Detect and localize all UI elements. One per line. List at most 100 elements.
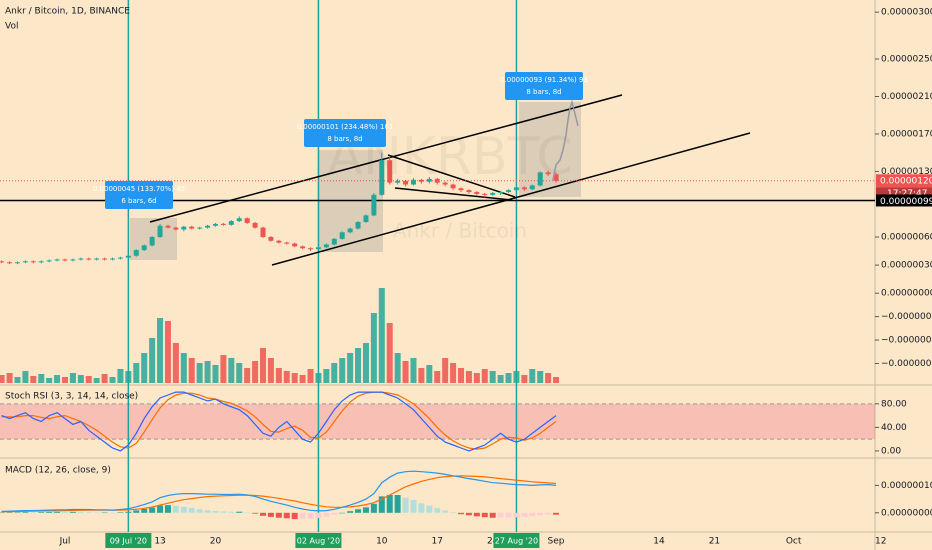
volume-bar bbox=[315, 373, 322, 383]
macd-histogram-bar bbox=[260, 512, 266, 516]
volume-bar bbox=[180, 353, 187, 383]
candle-body bbox=[30, 261, 36, 263]
volume-bar bbox=[537, 371, 544, 383]
volume-bar bbox=[505, 373, 512, 383]
candle-body bbox=[442, 182, 448, 185]
macd-histogram-bar bbox=[6, 512, 13, 513]
volume-bar bbox=[386, 323, 393, 383]
watermark-subtitle: Ankr / Bitcoin bbox=[393, 219, 527, 243]
macd-histogram-bar bbox=[307, 512, 314, 519]
volume-bar bbox=[157, 318, 164, 383]
volume-bar bbox=[244, 368, 251, 383]
y-tick-label: 0.00000060 bbox=[881, 232, 932, 242]
volume-bar bbox=[291, 373, 298, 383]
candle-body bbox=[308, 248, 314, 250]
macd-title: MACD (12, 26, close, 9) bbox=[5, 466, 111, 476]
macd-histogram-bar bbox=[22, 512, 29, 513]
projection bbox=[552, 99, 579, 181]
macd-histogram-bar bbox=[46, 511, 53, 513]
volume-bar bbox=[46, 378, 53, 383]
macd-histogram-bar bbox=[252, 512, 259, 514]
volume-bar bbox=[370, 313, 377, 383]
candle-body bbox=[434, 178, 440, 183]
volume-bar bbox=[69, 373, 76, 383]
candle-body bbox=[276, 240, 282, 243]
volume-bar bbox=[204, 361, 211, 383]
candle-body bbox=[212, 223, 218, 226]
macd-histogram-bar bbox=[204, 510, 211, 513]
stoch-d-line bbox=[1, 391, 557, 450]
x-tick-label: 24 bbox=[487, 537, 499, 547]
measure-bars: 8 bars, 8d bbox=[526, 88, 561, 96]
macd-histogram-bar bbox=[101, 512, 108, 514]
candle-body bbox=[450, 184, 456, 189]
candle-body bbox=[482, 193, 488, 195]
x-tick-label: Oct bbox=[786, 537, 802, 547]
macd-histogram-bar bbox=[117, 512, 124, 513]
candle-body bbox=[521, 187, 527, 190]
macd-histogram-bar bbox=[370, 503, 377, 513]
macd-histogram-bar bbox=[323, 512, 330, 517]
x-tick-label: 10 bbox=[376, 537, 388, 547]
macd-histogram-bar bbox=[362, 507, 369, 513]
macd-histogram-bar bbox=[125, 511, 132, 513]
stoch-title: Stoch RSI (3, 3, 14, 14, close) bbox=[5, 392, 138, 402]
measure-text: 0.00000093 (91.34%) 93 bbox=[500, 76, 588, 84]
macd-histogram-bar bbox=[299, 512, 306, 520]
volume-bar bbox=[283, 371, 290, 383]
macd-histogram-bar bbox=[450, 512, 457, 514]
x-tick-label: 21 bbox=[709, 537, 720, 547]
y-tick-label: 0.00000210 bbox=[881, 92, 932, 102]
volume-bar bbox=[394, 353, 401, 383]
macd-histogram-bar bbox=[434, 508, 441, 513]
macd-histogram-bar bbox=[30, 512, 37, 513]
x-marker-label: 02 Aug '20 bbox=[297, 537, 340, 546]
macd-histogram-bar bbox=[141, 508, 148, 513]
volume-bar bbox=[426, 365, 433, 383]
candle-body bbox=[228, 221, 234, 225]
y-tick-label: −0.00000050 bbox=[881, 336, 932, 346]
macd-histogram-bar bbox=[355, 509, 362, 513]
candle-body bbox=[149, 236, 155, 246]
macd-histogram-bar bbox=[394, 495, 401, 513]
x-tick-label: Jul bbox=[59, 537, 71, 547]
macd-histogram-bar bbox=[283, 512, 290, 519]
macd-histogram-bar bbox=[513, 512, 520, 518]
volume-bar bbox=[212, 365, 219, 383]
volume-bar bbox=[0, 375, 5, 383]
volume-bar bbox=[378, 288, 385, 383]
volume-bar bbox=[497, 375, 504, 383]
candle-body bbox=[141, 245, 147, 251]
candle-body bbox=[181, 226, 187, 230]
candle-body bbox=[339, 232, 345, 239]
measure-bars: 8 bars, 8d bbox=[327, 135, 362, 143]
macd-histogram-bar bbox=[275, 512, 282, 518]
volume-bar bbox=[465, 371, 472, 383]
volume-bar bbox=[188, 358, 195, 383]
macd-histogram-bar bbox=[85, 512, 92, 513]
volume-bar bbox=[38, 374, 45, 383]
x-tick-label: 14 bbox=[653, 537, 665, 547]
chart-title: Ankr / Bitcoin, 1D, BINANCE bbox=[5, 7, 130, 17]
volume-bar bbox=[109, 377, 116, 383]
trendline bbox=[271, 132, 751, 266]
candle-body bbox=[102, 258, 108, 260]
line-price-box bbox=[876, 194, 932, 207]
volume-bar bbox=[307, 369, 314, 383]
candle-body bbox=[0, 261, 5, 263]
volume-bar bbox=[529, 369, 536, 383]
volume-bar bbox=[14, 377, 21, 383]
stoch-k-line bbox=[1, 391, 557, 452]
volume-bar bbox=[450, 363, 457, 383]
candle-body bbox=[315, 247, 321, 250]
volume-bar bbox=[267, 358, 274, 383]
y-tick-label: 0.00000130 bbox=[881, 167, 932, 177]
candle-body bbox=[220, 223, 226, 225]
volume-bar bbox=[347, 353, 354, 383]
candle-body bbox=[403, 180, 409, 185]
volume-bar bbox=[22, 371, 29, 383]
volume-bar bbox=[228, 358, 235, 383]
volume-bar bbox=[6, 373, 13, 383]
y-tick-label: 0.00000010 bbox=[881, 481, 932, 491]
